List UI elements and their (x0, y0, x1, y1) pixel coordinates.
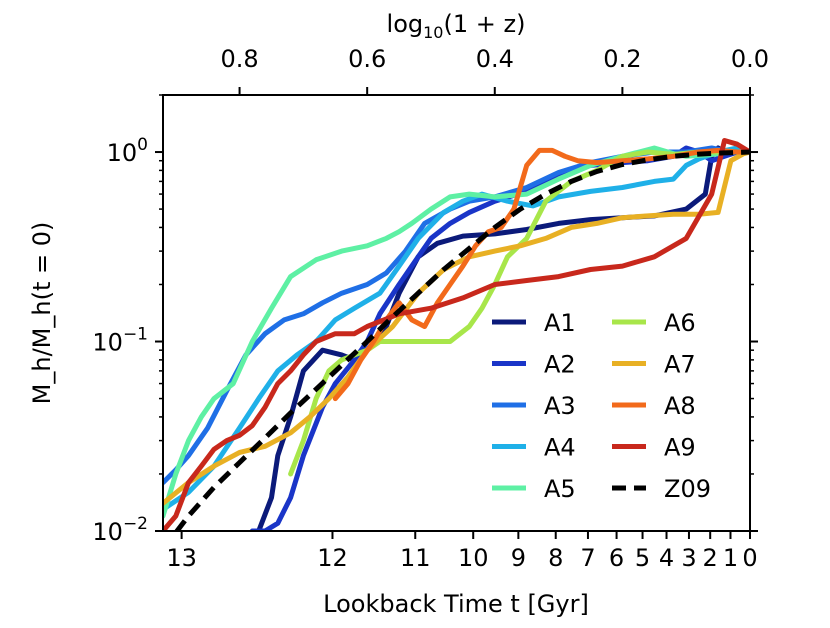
bottom-tick-label: 0 (742, 544, 757, 572)
top-tick-label: 0.2 (603, 45, 641, 73)
y-tick-label: 10−2 (92, 514, 148, 546)
bottom-tick-label: 1 (723, 544, 738, 572)
bottom-tick-label: 8 (548, 544, 563, 572)
top-tick-label: 0.6 (348, 45, 386, 73)
legend-label-a4: A4 (544, 434, 576, 462)
bottom-tick-label: 10 (458, 544, 489, 572)
bottom-tick-label: 7 (580, 544, 595, 572)
series-line-a9 (163, 138, 750, 531)
legend-label-z09: Z09 (664, 475, 711, 503)
legend-label-a8: A8 (664, 392, 696, 420)
series-line-a1 (256, 145, 750, 531)
bottom-tick-label: 13 (166, 544, 197, 572)
legend-label-a9: A9 (664, 434, 696, 462)
bottom-tick-label: 9 (511, 544, 526, 572)
bottom-tick-label: 4 (659, 544, 674, 572)
legend-label-a2: A2 (544, 351, 576, 379)
top-tick-label: 0.8 (220, 45, 258, 73)
series-line-a4 (163, 145, 750, 512)
series-line-z09 (173, 149, 750, 531)
legend-label-a7: A7 (664, 351, 696, 379)
y-axis-label: M_h/M_h(t = 0) (28, 222, 56, 405)
bottom-tick-label: 11 (400, 544, 431, 572)
series-line-a5 (163, 145, 750, 519)
ticks-layer: 0.8 0.6 0.4 0.2 0.013 12 11 10 9 8 7 6 5 4 3 2 1 010010−1… (92, 45, 769, 572)
bottom-tick-label: 5 (635, 544, 650, 572)
top-axis-label: log10(1 + z) (387, 10, 526, 42)
series-lines-layer (163, 138, 750, 531)
legend-label-a5: A5 (544, 475, 576, 503)
legend-label-a3: A3 (544, 392, 576, 420)
y-tick-label: 100 (107, 135, 148, 167)
bottom-tick-label: 3 (681, 544, 696, 572)
legend-label-a6: A6 (664, 309, 696, 337)
bottom-tick-label: 12 (317, 544, 348, 572)
legend: A1 A2 A3 A4 A5 A6 A7 A8 A9 Z09 (492, 309, 711, 503)
plot-frame (162, 94, 751, 532)
legend-label-a1: A1 (544, 309, 576, 337)
y-tick-label: 10−1 (92, 325, 148, 357)
x-axis-label: Lookback Time t [Gyr] (323, 590, 589, 618)
top-tick-label: 0.4 (476, 45, 514, 73)
top-tick-label: 0.0 (731, 45, 769, 73)
bottom-tick-label: 2 (703, 544, 718, 572)
bottom-tick-label: 6 (609, 544, 624, 572)
